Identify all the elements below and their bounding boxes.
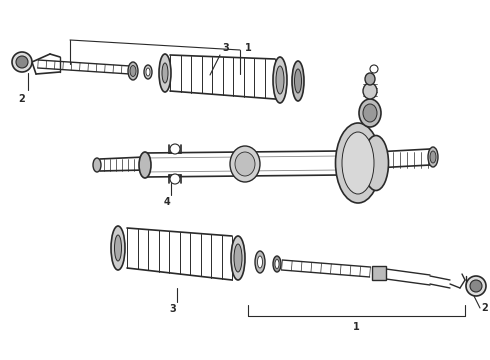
Ellipse shape xyxy=(275,260,279,269)
Circle shape xyxy=(170,174,180,184)
Circle shape xyxy=(170,144,180,154)
Ellipse shape xyxy=(359,99,381,127)
Ellipse shape xyxy=(162,63,168,83)
Ellipse shape xyxy=(273,256,281,272)
Ellipse shape xyxy=(363,104,377,122)
Ellipse shape xyxy=(255,251,265,273)
Ellipse shape xyxy=(428,147,438,167)
Text: 1: 1 xyxy=(353,322,359,332)
Circle shape xyxy=(12,52,32,72)
Ellipse shape xyxy=(230,146,260,182)
Ellipse shape xyxy=(235,152,255,176)
Ellipse shape xyxy=(363,83,377,99)
Circle shape xyxy=(370,65,378,73)
Ellipse shape xyxy=(294,69,301,93)
Ellipse shape xyxy=(139,152,151,178)
Ellipse shape xyxy=(231,236,245,280)
Circle shape xyxy=(470,280,482,292)
Ellipse shape xyxy=(144,65,152,79)
Ellipse shape xyxy=(159,54,171,92)
Ellipse shape xyxy=(93,158,101,172)
Ellipse shape xyxy=(336,123,381,203)
Ellipse shape xyxy=(430,151,436,163)
Ellipse shape xyxy=(273,57,287,103)
Text: 1: 1 xyxy=(245,43,252,53)
Ellipse shape xyxy=(342,132,374,194)
Circle shape xyxy=(16,56,28,68)
Ellipse shape xyxy=(234,244,242,272)
Ellipse shape xyxy=(115,235,122,261)
Bar xyxy=(372,266,386,280)
Ellipse shape xyxy=(258,256,263,268)
Ellipse shape xyxy=(364,135,389,190)
Text: 3: 3 xyxy=(222,43,229,53)
Ellipse shape xyxy=(365,73,375,85)
Text: 3: 3 xyxy=(170,304,176,314)
Ellipse shape xyxy=(111,226,125,270)
Ellipse shape xyxy=(292,61,304,101)
Ellipse shape xyxy=(276,66,284,94)
Text: 4: 4 xyxy=(164,197,171,207)
Circle shape xyxy=(466,276,486,296)
Text: 2: 2 xyxy=(481,303,488,313)
Text: 2: 2 xyxy=(19,94,25,104)
Ellipse shape xyxy=(130,66,136,77)
Ellipse shape xyxy=(128,62,138,80)
Ellipse shape xyxy=(146,68,150,76)
